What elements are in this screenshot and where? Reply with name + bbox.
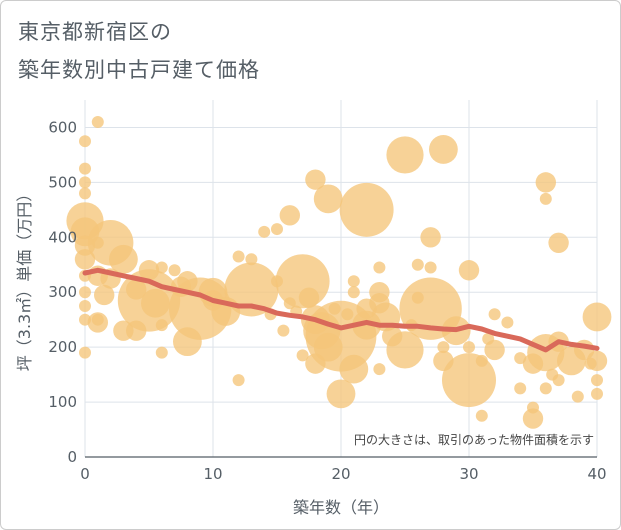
data-bubble	[591, 374, 603, 387]
data-bubble	[488, 308, 501, 321]
data-bubble	[341, 308, 354, 321]
data-bubble	[296, 349, 309, 362]
data-bubble	[501, 316, 514, 329]
y-tick-label: 600	[48, 118, 77, 136]
chart-title-line1: 東京都新宿区の	[18, 20, 172, 44]
data-bubble	[339, 182, 394, 237]
data-bubble	[326, 379, 356, 409]
data-bubble	[232, 250, 245, 263]
data-bubble	[429, 135, 458, 164]
data-bubble	[442, 353, 496, 408]
trend-layer	[82, 267, 600, 353]
data-bubble	[539, 382, 552, 395]
data-bubble	[79, 286, 91, 299]
data-bubble	[411, 258, 424, 271]
data-bubble	[313, 184, 343, 214]
data-bubble	[168, 264, 181, 277]
y-tick-label: 0	[67, 448, 77, 466]
data-bubble	[155, 261, 168, 274]
data-bubble	[591, 387, 603, 400]
data-bubble	[347, 275, 360, 288]
x-axis-label: 築年数（年）	[293, 498, 389, 517]
data-bubble	[582, 302, 612, 332]
data-bubble	[463, 341, 475, 354]
data-bubble	[535, 172, 556, 193]
data-bubble	[277, 324, 290, 337]
data-bubble	[373, 261, 386, 274]
chart-title-line2: 築年数別中古戸建て価格	[18, 58, 260, 82]
data-bubble	[79, 187, 91, 200]
data-bubble	[339, 354, 369, 384]
data-bubble	[94, 284, 115, 306]
data-bubble	[79, 346, 91, 359]
data-bubble	[514, 382, 527, 395]
x-tick-label: 0	[80, 465, 90, 483]
y-tick-label: 200	[48, 338, 77, 356]
bubble-size-note: 円の大きさは、取引のあった物件面積を示す	[354, 432, 594, 447]
data-bubble	[271, 223, 283, 236]
data-bubble	[373, 363, 386, 376]
data-bubble	[386, 136, 424, 174]
data-bubble	[305, 169, 326, 190]
data-bubble	[155, 319, 168, 332]
data-bubble	[224, 262, 279, 317]
data-bubble	[155, 346, 168, 359]
data-bubble	[79, 135, 91, 148]
data-bubble	[74, 249, 96, 270]
data-bubble	[424, 261, 437, 274]
data-bubble	[91, 115, 104, 128]
data-bubble	[87, 312, 109, 333]
x-tick-label: 20	[331, 465, 350, 483]
data-bubble	[586, 350, 608, 372]
y-axis-label: 坪（3.3㎡）単価（万円）	[15, 186, 34, 371]
data-bubble	[571, 390, 584, 403]
x-tick-label: 10	[203, 465, 222, 483]
data-bubble	[141, 288, 170, 318]
data-bubble	[279, 205, 300, 226]
data-bubble	[79, 162, 91, 175]
data-bubble	[232, 374, 245, 387]
y-tick-label: 400	[48, 228, 77, 246]
data-bubble	[298, 287, 320, 308]
data-bubble	[386, 331, 424, 369]
data-bubble	[484, 339, 505, 361]
data-bubble	[245, 253, 258, 266]
data-bubble	[548, 232, 569, 253]
data-bubble	[539, 192, 552, 205]
x-tick-label: 40	[587, 465, 606, 483]
data-bubble	[79, 176, 91, 189]
y-tick-label: 300	[48, 283, 77, 301]
y-tick-label: 500	[48, 173, 77, 191]
data-bubble	[420, 227, 441, 248]
x-tick-label: 30	[459, 465, 478, 483]
data-bubble	[552, 374, 565, 387]
axis-layer: 0 100 200 300 400 500 600 0 10 20 30 40	[48, 118, 606, 483]
data-bubble	[522, 408, 544, 429]
data-bubble	[458, 260, 480, 281]
data-bubble	[79, 299, 91, 312]
data-bubble	[437, 341, 450, 354]
data-bubble	[475, 354, 488, 367]
data-bubble	[109, 244, 138, 274]
data-bubble	[347, 286, 360, 299]
y-tick-label: 100	[48, 393, 77, 411]
data-bubble	[258, 225, 271, 238]
trend-line	[82, 267, 600, 353]
data-bubble	[475, 409, 488, 422]
